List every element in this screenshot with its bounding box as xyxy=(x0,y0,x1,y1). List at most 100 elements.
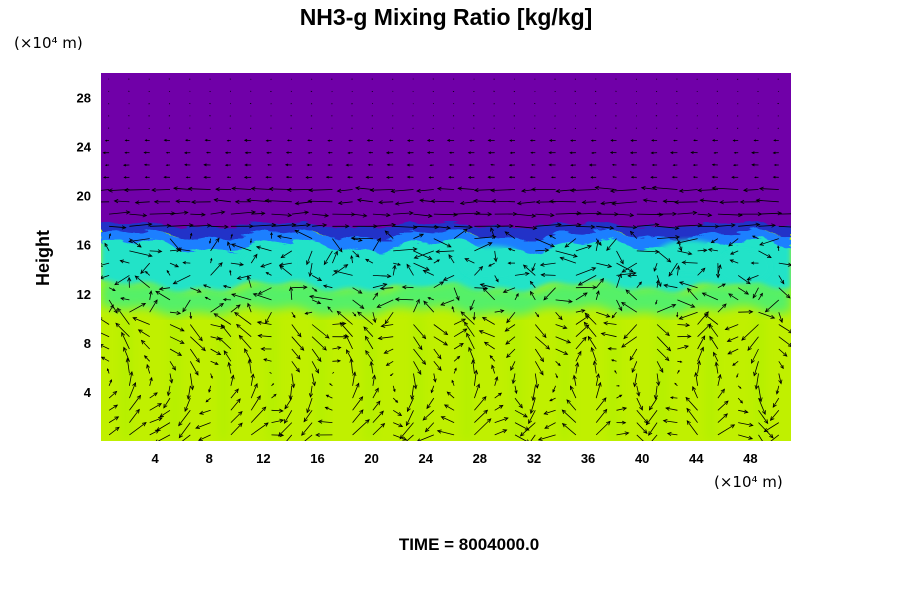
wind-vector-head xyxy=(575,361,580,367)
wind-vector-shaft xyxy=(355,187,373,190)
wind-vector-head xyxy=(600,201,606,206)
wind-vector xyxy=(101,317,110,325)
wind-vector xyxy=(728,238,739,247)
chart-title: NH3-g Mixing Ratio [kg/kg] xyxy=(300,4,593,30)
wind-vector-shaft xyxy=(764,422,780,432)
wind-vector-head xyxy=(101,356,106,361)
wind-vector xyxy=(377,335,394,341)
wind-vector xyxy=(595,290,600,301)
wind-vector-head xyxy=(448,254,453,259)
wind-vector-head xyxy=(204,296,208,300)
wind-vector-shaft xyxy=(510,361,516,371)
wind-vector-shaft xyxy=(514,422,529,431)
wind-vector-head xyxy=(267,163,270,166)
wind-vector-shaft xyxy=(535,213,554,216)
wind-vector xyxy=(514,385,518,395)
wind-vector-head xyxy=(717,264,722,269)
wind-vector xyxy=(648,397,658,411)
wind-vector xyxy=(616,273,622,288)
wind-vector xyxy=(732,139,739,142)
wind-vector-shaft xyxy=(311,336,327,351)
wind-vector-head xyxy=(519,432,525,437)
wind-vector-shaft xyxy=(544,409,556,415)
wind-vector-head xyxy=(294,230,300,234)
wind-vector-shaft xyxy=(474,418,492,436)
wind-vector-head xyxy=(467,176,472,179)
wind-vector-shaft xyxy=(120,297,130,301)
wind-vector xyxy=(539,262,556,267)
wind-vector xyxy=(600,332,617,338)
wind-vector-head xyxy=(255,245,261,250)
wind-vector-shaft xyxy=(109,211,130,215)
wind-vector xyxy=(474,286,489,291)
wind-vector-head xyxy=(645,420,651,426)
wind-vector xyxy=(453,367,457,374)
wind-vector xyxy=(109,225,127,230)
region-green xyxy=(101,278,791,317)
wind-vector-head xyxy=(247,358,252,364)
wind-vector xyxy=(611,311,617,319)
wind-vector xyxy=(446,138,455,142)
wind-vector-head xyxy=(359,409,364,414)
wind-vector xyxy=(494,376,499,386)
wind-vector-shaft xyxy=(228,362,232,374)
wind-vector-shaft xyxy=(668,262,678,277)
wind-vector-shaft xyxy=(643,199,658,203)
wind-vector-shaft xyxy=(530,397,536,414)
wind-vector xyxy=(751,348,759,364)
wind-vector xyxy=(129,213,148,218)
wind-vector-head xyxy=(285,151,289,154)
wind-vector-head xyxy=(132,382,137,387)
wind-vector-head xyxy=(435,249,440,254)
wind-vector-shaft xyxy=(601,201,617,205)
wind-vector-shaft xyxy=(454,225,473,228)
wind-vector xyxy=(758,292,763,301)
x-tick-label: 44 xyxy=(689,451,704,466)
wind-vector-shaft xyxy=(732,360,739,366)
wind-vector xyxy=(223,350,232,362)
wind-vector-head xyxy=(113,404,119,409)
wind-vector xyxy=(393,434,408,441)
wind-vector xyxy=(704,313,719,325)
wind-vector-head xyxy=(590,176,594,179)
wind-vector-head xyxy=(406,175,410,179)
wind-vector-shaft xyxy=(253,293,272,301)
wind-vector-head xyxy=(758,397,763,403)
wind-vector-shaft xyxy=(555,361,561,366)
wind-vector-shaft xyxy=(181,434,191,441)
wind-vector-shaft xyxy=(423,300,435,313)
wind-vector-shaft xyxy=(372,388,379,399)
x-tick-label: 32 xyxy=(527,451,541,466)
wind-vector-head xyxy=(273,393,277,397)
wind-vector xyxy=(311,299,322,305)
wind-vector-shaft xyxy=(149,225,171,227)
wind-vector xyxy=(286,187,313,192)
wind-vector xyxy=(279,265,293,276)
wind-vector-shaft xyxy=(149,403,162,411)
wind-vector xyxy=(561,409,577,423)
wind-vector-shaft xyxy=(555,250,578,257)
wind-vector-head xyxy=(143,151,147,154)
wind-vector-shaft xyxy=(570,385,577,399)
wind-vector-shaft xyxy=(468,347,475,362)
wind-vector-head xyxy=(446,225,452,230)
wind-vector xyxy=(778,262,791,267)
wind-vector-shaft xyxy=(149,417,163,423)
wind-vector xyxy=(653,385,659,400)
wind-vector-head xyxy=(732,362,736,366)
wind-vector-shaft xyxy=(395,298,414,301)
wind-vector-shaft xyxy=(250,422,269,436)
wind-vector xyxy=(591,151,597,154)
wind-vector-head xyxy=(325,175,329,179)
wind-vector xyxy=(463,321,475,337)
wind-vector-shaft xyxy=(505,336,516,345)
wind-vector-shaft xyxy=(210,324,225,328)
wind-vector xyxy=(108,233,112,239)
wind-vector xyxy=(697,346,704,362)
wind-vector-shaft xyxy=(141,340,150,350)
wind-vector-head xyxy=(182,261,186,265)
wind-vector-head xyxy=(333,269,338,274)
wind-vector-shaft xyxy=(738,422,753,426)
wind-vector-shaft xyxy=(251,212,265,215)
